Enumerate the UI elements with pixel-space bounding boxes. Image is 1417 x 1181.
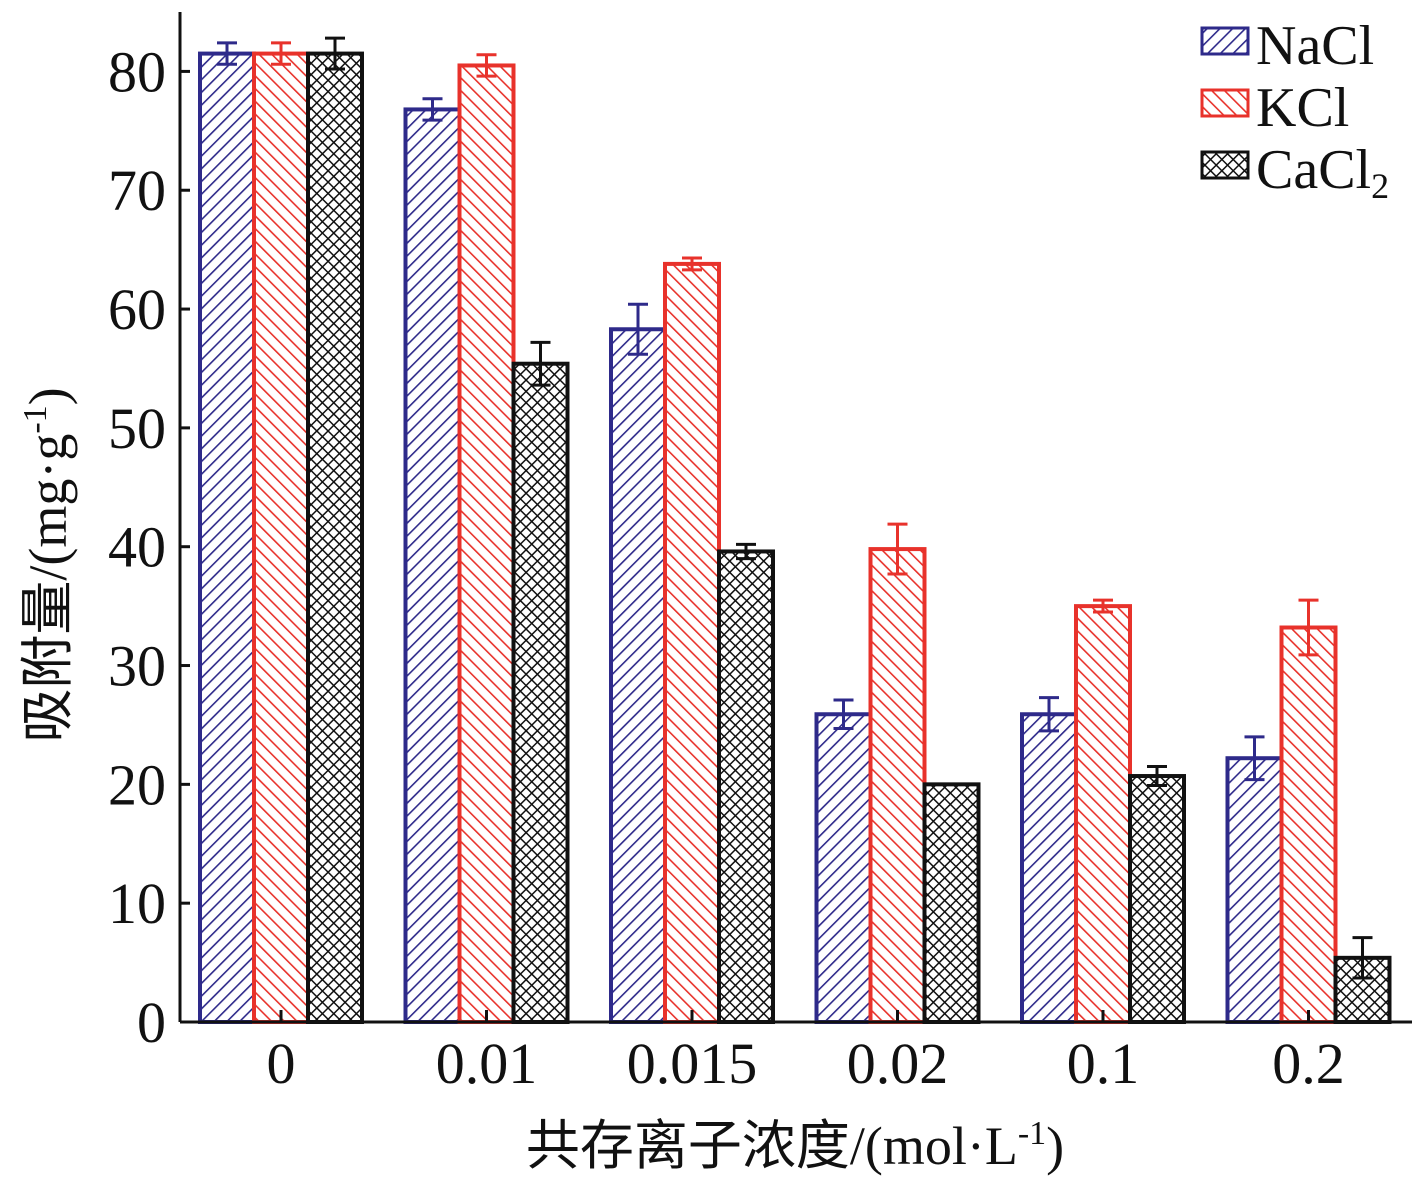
x-axis-title: 共存离子浓度/(mol·L-1): [526, 1115, 1064, 1176]
bar-cacl-0.015: [717, 549, 775, 1024]
y-tick-label: 0: [137, 990, 166, 1055]
x-tick-label: 0.2: [1272, 1031, 1345, 1096]
bar-kcl-0.02: [868, 547, 927, 1024]
bar-nacl-0: [198, 51, 256, 1024]
bar-nacl-0.015: [609, 327, 667, 1024]
legend-swatch: [1200, 150, 1250, 180]
bar-nacl-0.02: [814, 712, 873, 1024]
legend-item-kcl: KCl: [1200, 77, 1349, 139]
error-bars-group: [217, 36, 1373, 980]
y-tick-label: 70: [108, 158, 166, 223]
y-tick-label: 10: [108, 871, 166, 936]
bars-group: [198, 51, 1392, 1025]
legend-swatch: [1200, 88, 1250, 118]
bar-kcl-0.1: [1074, 604, 1132, 1025]
bar-cacl-0.01: [511, 361, 570, 1024]
x-tick-label: 0.015: [627, 1031, 758, 1096]
error-bar-cacl-0.2: [1352, 936, 1373, 980]
bar-cacl-0.1: [1128, 774, 1186, 1024]
error-bar-kcl-0.1: [1093, 598, 1113, 614]
x-tick-label: 0.02: [847, 1031, 949, 1096]
bar-nacl-0.01: [403, 107, 462, 1024]
y-tick-label: 20: [108, 752, 166, 817]
error-bar-cacl-0.015: [736, 542, 756, 561]
error-bar-nacl-0.2: [1244, 735, 1265, 782]
error-bar-kcl-0.015: [682, 256, 702, 272]
y-tick-label: 80: [108, 39, 166, 104]
y-tick-label: 30: [108, 634, 166, 699]
error-bar-cacl-0.1: [1147, 765, 1167, 788]
bar-nacl-0.2: [1225, 756, 1284, 1025]
x-ticks: 0 0.01 0.015 0.02 0.1 0.2: [267, 1010, 1345, 1096]
error-bar-kcl-0.02: [887, 522, 908, 576]
y-tick-label: 50: [108, 396, 166, 461]
x-tick-label: 0.1: [1067, 1031, 1140, 1096]
y-axis-title: 吸附量/(mg·g-1): [17, 387, 78, 742]
bar-kcl-0.2: [1279, 625, 1338, 1024]
bar-kcl-0.015: [663, 261, 721, 1024]
error-bar-nacl-0.1: [1039, 696, 1059, 733]
legend-label: KCl: [1256, 77, 1349, 139]
bar-kcl-0: [252, 51, 310, 1024]
error-bar-nacl-0: [217, 41, 237, 66]
legend-label: CaCl2: [1256, 139, 1389, 206]
error-bar-kcl-0.01: [476, 53, 497, 78]
y-ticks: 0 10 20 30 40 50 60 70 80: [108, 39, 190, 1055]
bar-kcl-0.01: [457, 63, 516, 1025]
legend-label: NaCl: [1256, 15, 1374, 77]
error-bar-kcl-0.2: [1298, 598, 1319, 657]
bar-cacl-0.02: [922, 782, 981, 1025]
x-tick-label: 0.01: [436, 1031, 538, 1096]
y-tick-label: 60: [108, 277, 166, 342]
error-bar-cacl-0.01: [530, 340, 551, 387]
y-tick-label: 40: [108, 515, 166, 580]
error-bar-nacl-0.01: [422, 97, 443, 122]
error-bar-nacl-0.015: [628, 302, 648, 356]
legend-item-nacl: NaCl: [1200, 15, 1374, 77]
error-bar-nacl-0.02: [833, 698, 854, 731]
error-bar-kcl-0: [271, 41, 291, 66]
bar-nacl-0.1: [1020, 712, 1078, 1024]
bar-cacl-0: [306, 51, 364, 1024]
x-tick-label: 0: [267, 1031, 296, 1096]
error-bar-cacl-0: [325, 36, 345, 71]
legend-item-cacl: CaCl2: [1200, 139, 1389, 206]
legend-swatch: [1200, 26, 1250, 56]
axes: [178, 12, 1412, 1024]
